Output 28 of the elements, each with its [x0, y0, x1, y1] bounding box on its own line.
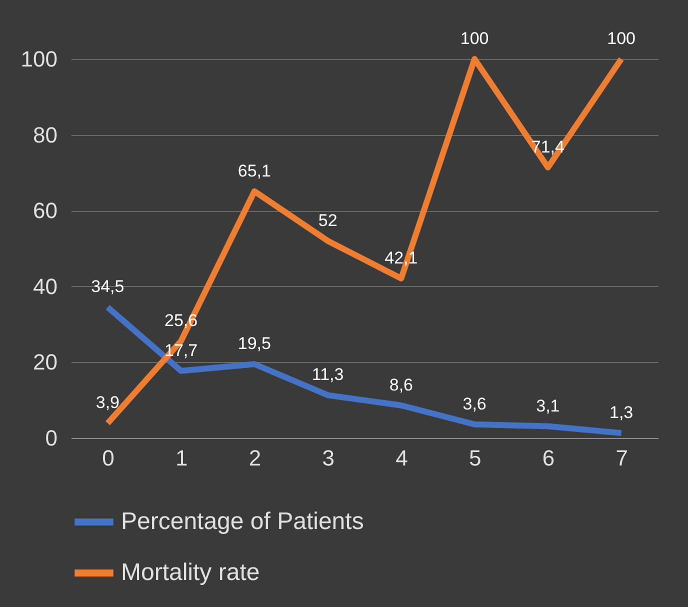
data-label: 65,1 [238, 161, 271, 180]
legend-label: Mortality rate [121, 559, 260, 586]
data-label: 11,3 [312, 365, 344, 384]
data-label: 1,3 [609, 403, 634, 422]
data-label: 100 [607, 29, 636, 48]
x-tick-label: 4 [396, 446, 408, 470]
y-tick-label: 0 [45, 426, 58, 450]
data-label: 52 [318, 210, 338, 230]
data-label: 34,5 [91, 277, 124, 296]
data-label: 3,9 [96, 393, 120, 412]
data-label: 8,6 [389, 375, 414, 394]
x-tick-label: 6 [542, 446, 555, 470]
y-tick-label: 100 [20, 46, 58, 72]
data-label: 3,6 [462, 394, 486, 414]
x-tick-label: 2 [248, 446, 262, 470]
x-tick-label: 5 [468, 446, 482, 470]
x-tick-label: 7 [616, 446, 628, 470]
x-tick-label: 0 [102, 446, 114, 470]
data-label: 3,1 [536, 396, 560, 416]
y-tick-label: 80 [33, 122, 58, 148]
y-tick-label: 20 [33, 350, 58, 375]
data-label: 100 [460, 29, 489, 48]
y-tick-label: 40 [33, 274, 58, 299]
data-label: 19,5 [238, 334, 271, 354]
x-tick-label: 3 [322, 446, 334, 470]
y-tick-label: 60 [33, 198, 58, 224]
legend-label: Percentage of Patients [121, 508, 364, 535]
x-tick-label: 1 [175, 446, 188, 470]
